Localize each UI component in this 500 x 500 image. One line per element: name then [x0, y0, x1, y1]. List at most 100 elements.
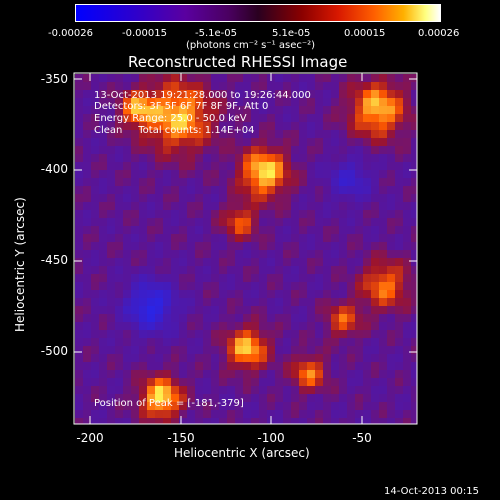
- image-pixel: [267, 402, 275, 410]
- image-pixel: [363, 178, 371, 186]
- image-pixel: [411, 114, 417, 122]
- image-pixel: [147, 82, 155, 90]
- image-pixel: [187, 290, 195, 298]
- image-pixel: [403, 114, 411, 122]
- image-pixel: [315, 178, 323, 186]
- image-pixel: [219, 218, 227, 226]
- image-pixel: [99, 122, 107, 130]
- image-pixel: [179, 258, 187, 266]
- image-pixel: [99, 226, 107, 234]
- image-pixel: [227, 290, 235, 298]
- image-pixel: [219, 290, 227, 298]
- image-pixel: [139, 258, 147, 266]
- image-pixel: [99, 346, 107, 354]
- image-pixel: [163, 178, 171, 186]
- image-pixel: [147, 410, 155, 418]
- image-pixel: [99, 154, 107, 162]
- image-pixel: [403, 82, 411, 90]
- image-pixel: [227, 378, 235, 386]
- image-pixel: [243, 370, 251, 378]
- image-pixel: [219, 106, 227, 114]
- image-pixel: [219, 410, 227, 418]
- image-pixel: [107, 410, 115, 418]
- image-pixel: [163, 274, 171, 282]
- image-pixel: [147, 330, 155, 338]
- image-pixel: [147, 90, 155, 98]
- image-pixel: [123, 386, 131, 394]
- image-pixel: [259, 74, 267, 82]
- image-pixel: [403, 282, 411, 290]
- image-pixel: [123, 170, 131, 178]
- image-pixel: [387, 314, 395, 322]
- image-pixel: [211, 98, 219, 106]
- image-pixel: [203, 314, 211, 322]
- image-pixel: [315, 338, 323, 346]
- image-pixel: [99, 298, 107, 306]
- image-pixel: [259, 314, 267, 322]
- image-pixel: [307, 346, 315, 354]
- image-pixel: [139, 250, 147, 258]
- image-pixel: [267, 186, 275, 194]
- image-pixel: [139, 290, 147, 298]
- image-pixel: [83, 338, 91, 346]
- image-pixel: [99, 218, 107, 226]
- image-pixel: [139, 210, 147, 218]
- image-pixel: [163, 170, 171, 178]
- image-pixel: [315, 370, 323, 378]
- image-pixel: [323, 314, 331, 322]
- image-pixel: [275, 410, 283, 418]
- image-pixel: [339, 266, 347, 274]
- image-pixel: [171, 130, 179, 138]
- image-pixel: [371, 266, 379, 274]
- image-pixel: [267, 250, 275, 258]
- image-pixel: [235, 250, 243, 258]
- image-pixel: [155, 362, 163, 370]
- image-pixel: [91, 242, 99, 250]
- image-pixel: [403, 354, 411, 362]
- image-pixel: [75, 250, 83, 258]
- image-pixel: [251, 282, 259, 290]
- xtick-label: -100: [257, 431, 285, 445]
- image-pixel: [187, 314, 195, 322]
- image-pixel: [75, 338, 83, 346]
- image-pixel: [403, 402, 411, 410]
- image-pixel: [171, 266, 179, 274]
- image-pixel: [187, 146, 195, 154]
- image-pixel: [379, 114, 387, 122]
- image-pixel: [243, 90, 251, 98]
- image-pixel: [251, 394, 259, 402]
- image-pixel: [75, 226, 83, 234]
- image-pixel: [179, 322, 187, 330]
- image-pixel: [91, 138, 99, 146]
- image-pixel: [195, 370, 203, 378]
- image-pixel: [395, 162, 403, 170]
- image-pixel: [211, 282, 219, 290]
- image-pixel: [355, 90, 363, 98]
- image-pixel: [179, 410, 187, 418]
- image-pixel: [403, 90, 411, 98]
- image-pixel: [339, 330, 347, 338]
- image-pixel: [259, 82, 267, 90]
- image-pixel: [91, 314, 99, 322]
- image-pixel: [371, 338, 379, 346]
- image-pixel: [283, 354, 291, 362]
- image-pixel: [355, 378, 363, 386]
- image-pixel: [363, 146, 371, 154]
- image-pixel: [395, 314, 403, 322]
- image-pixel: [91, 202, 99, 210]
- image-pixel: [91, 322, 99, 330]
- image-pixel: [171, 338, 179, 346]
- image-pixel: [99, 322, 107, 330]
- image-pixel: [395, 418, 403, 424]
- image-pixel: [163, 234, 171, 242]
- image-pixel: [171, 218, 179, 226]
- image-pixel: [83, 90, 91, 98]
- image-pixel: [347, 186, 355, 194]
- image-pixel: [283, 370, 291, 378]
- image-pixel: [315, 98, 323, 106]
- image-pixel: [299, 194, 307, 202]
- image-pixel: [123, 354, 131, 362]
- image-pixel: [163, 250, 171, 258]
- image-pixel: [411, 306, 417, 314]
- image-pixel: [203, 410, 211, 418]
